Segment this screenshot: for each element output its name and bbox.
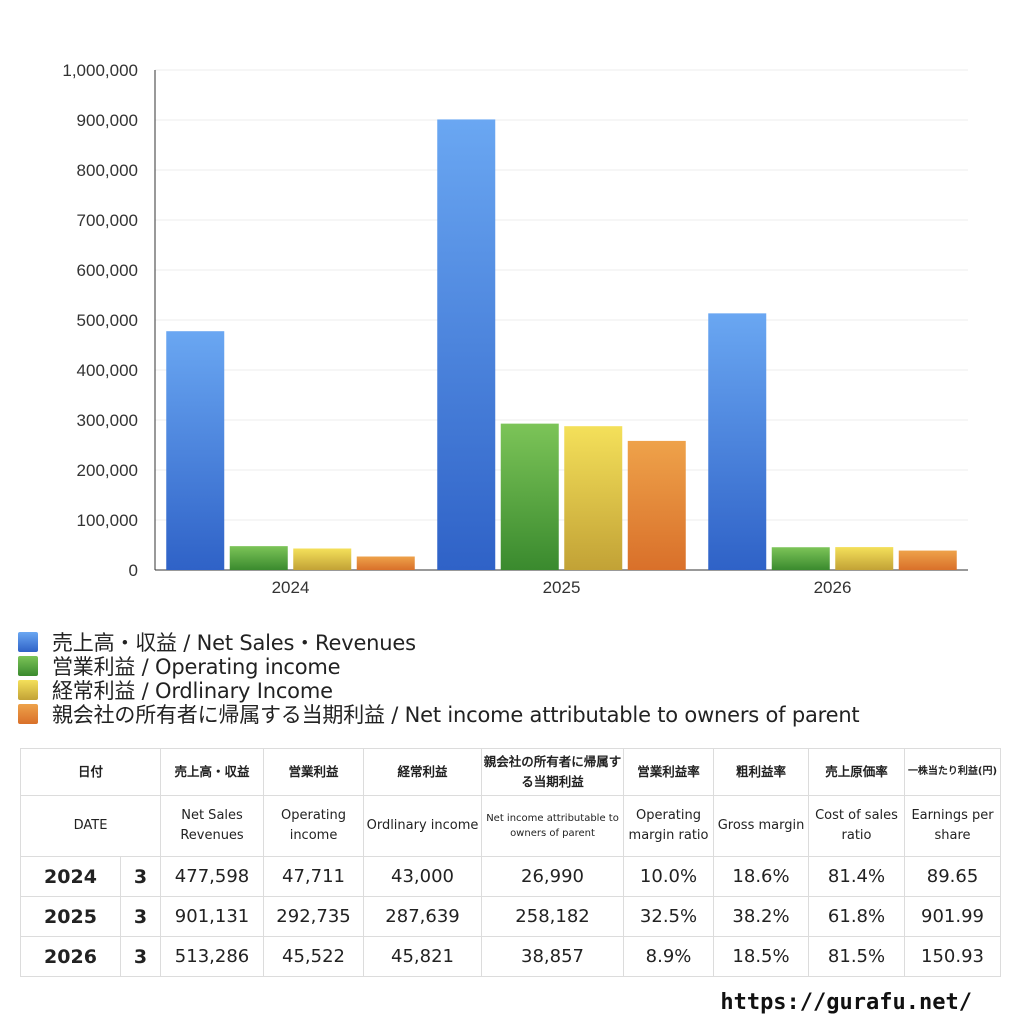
cell-net-income: 258,182 [481,896,625,937]
bars [166,119,957,570]
bar-2025-series-1 [500,423,559,570]
y-axis-ticks: 0 100,000 200,000 300,000 400,000 500,000 600,… [62,61,138,580]
cell-ordinary: 287,639 [363,896,483,937]
table-header-en: DATE Net Sales Revenues Operating income… [19,795,1002,857]
header-net-income-jp: 親会社の所有者に帰属する当期利益 [481,748,625,796]
y-tick-label: 600,000 [77,261,138,280]
x-axis-ticks: 2024 2025 2026 [272,578,852,597]
y-tick-label: 800,000 [77,161,138,180]
legend-item-sales: 売上高・収益 / Net Sales・Revenues [18,630,859,655]
table-row: 2025 3 901,131 292,735 287,639 258,182 3… [20,896,1002,937]
cell-eps: 150.93 [904,936,1002,977]
legend-item-net-income: 親会社の所有者に帰属する当期利益 / Net income attributab… [18,702,860,727]
cell-month: 3 [119,896,162,937]
legend: 売上高・収益 / Net Sales・Revenues 営業利益 / Opera… [18,630,860,727]
cell-month: 3 [119,936,162,977]
bar-2025-series-2 [564,426,623,570]
bar-2024-series-0 [166,331,225,570]
header-date-jp: 日付 [19,748,162,796]
header-op-margin-en: Operating margin ratio [623,795,715,857]
cell-op-margin: 10.0% [623,856,715,897]
cell-cost-ratio: 61.8% [808,896,906,937]
financial-table: 日付 売上高・収益 営業利益 経常利益 親会社の所有者に帰属する当期利益 営業利… [19,748,1002,977]
cell-year: 2024 [20,856,121,897]
y-tick-label: 500,000 [77,311,138,330]
cell-gross-margin: 18.5% [713,936,810,977]
gridlines [154,69,968,571]
legend-swatch-operating [18,656,38,676]
cell-sales: 513,286 [160,936,265,977]
cell-cost-ratio: 81.5% [808,936,906,977]
header-cost-ratio-jp: 売上原価率 [808,748,906,796]
header-sales-en: Net Sales Revenues [160,795,265,857]
bar-2026-series-0 [708,313,767,570]
cell-year: 2026 [20,936,121,977]
header-net-income-en: Net income attributable to owners of par… [481,795,625,857]
cell-net-income: 26,990 [481,856,625,897]
header-ordinary-en: Ordlinary income [363,795,483,857]
cell-op-margin: 32.5% [623,896,715,937]
header-gross-margin-en: Gross margin [713,795,810,857]
cell-operating: 292,735 [263,896,365,937]
y-tick-label: 0 [129,561,138,580]
y-tick-label: 400,000 [77,361,138,380]
header-operating-en: Operating income [263,795,365,857]
legend-label-sales: 売上高・収益 / Net Sales・Revenues [52,631,416,655]
y-tick-label: 300,000 [77,411,138,430]
source-url[interactable]: https://gurafu.net/ [720,990,972,1015]
table-header-jp: 日付 売上高・収益 営業利益 経常利益 親会社の所有者に帰属する当期利益 営業利… [19,748,1002,796]
cell-sales: 477,598 [160,856,265,897]
cell-net-income: 38,857 [481,936,625,977]
header-operating-jp: 営業利益 [263,748,365,796]
header-sales-jp: 売上高・収益 [160,748,265,796]
bar-2024-series-3 [356,556,415,570]
y-tick-label: 900,000 [77,111,138,130]
cell-gross-margin: 18.6% [713,856,810,897]
cell-eps: 901.99 [904,896,1002,937]
bar-2026-series-1 [771,547,830,570]
header-date-en: DATE [19,795,162,857]
cell-operating: 47,711 [263,856,365,897]
header-cost-ratio-en: Cost of sales ratio [808,795,906,857]
cell-operating: 45,522 [263,936,365,977]
bar-2026-series-3 [898,550,957,570]
header-ordinary-jp: 経常利益 [363,748,483,796]
bar-chart: 0 100,000 200,000 300,000 400,000 500,000 600,… [62,61,968,597]
y-tick-label: 700,000 [77,211,138,230]
legend-item-ordinary: 経常利益 / Ordlinary Income [18,678,859,703]
header-eps-jp: 一株当たり利益(円) [904,748,1002,796]
cell-ordinary: 45,821 [363,936,483,977]
cell-year: 2025 [20,896,121,937]
cell-sales: 901,131 [160,896,265,937]
cell-month: 3 [119,856,162,897]
table-row: 2026 3 513,286 45,522 45,821 38,857 8.9%… [20,936,1002,977]
bar-2024-series-2 [293,548,352,570]
legend-label-ordinary: 経常利益 / Ordlinary Income [52,679,333,703]
cell-op-margin: 8.9% [623,936,715,977]
bar-2024-series-1 [229,546,288,570]
x-tick-label: 2026 [814,578,852,597]
cell-gross-margin: 38.2% [713,896,810,937]
cell-cost-ratio: 81.4% [808,856,906,897]
legend-label-operating: 営業利益 / Operating income [52,655,341,679]
legend-label-net-income: 親会社の所有者に帰属する当期利益 / Net income attributab… [52,703,860,727]
legend-swatch-sales [18,632,38,652]
x-tick-label: 2025 [543,578,581,597]
x-tick-label: 2024 [272,578,310,597]
y-tick-label: 200,000 [77,461,138,480]
y-tick-label: 1,000,000 [62,61,138,80]
legend-item-operating: 営業利益 / Operating income [18,654,859,679]
bar-2026-series-2 [835,547,894,570]
header-gross-margin-jp: 粗利益率 [713,748,810,796]
table-row: 2024 3 477,598 47,711 43,000 26,990 10.0… [20,856,1002,897]
header-op-margin-jp: 営業利益率 [623,748,715,796]
bar-2025-series-3 [627,440,686,570]
legend-swatch-ordinary [18,680,38,700]
legend-swatch-net-income [18,704,38,724]
cell-eps: 89.65 [904,856,1002,897]
cell-ordinary: 43,000 [363,856,483,897]
bar-2025-series-0 [437,119,496,570]
header-eps-en: Earnings per share [904,795,1002,857]
y-tick-label: 100,000 [77,511,138,530]
